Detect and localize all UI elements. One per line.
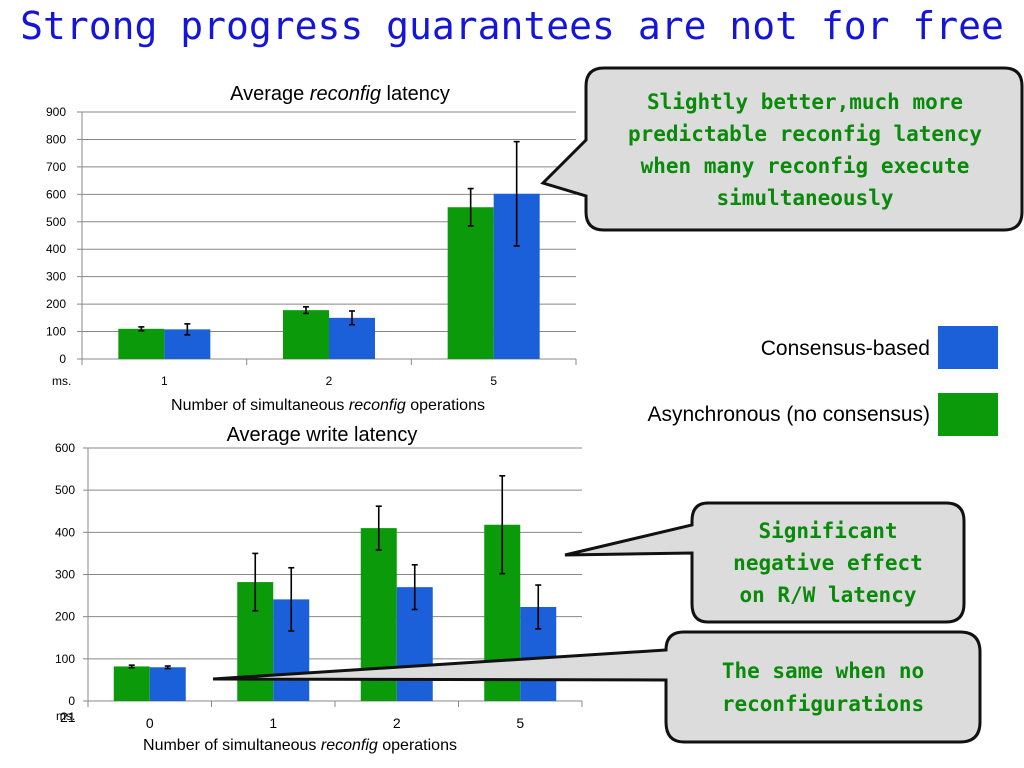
y-axis-label: ms. xyxy=(56,709,75,723)
x-tick-label: 2 xyxy=(326,374,333,388)
y-tick-label: 800 xyxy=(46,132,66,146)
y-tick-label: 100 xyxy=(46,325,66,339)
legend-label: Asynchronous (no consensus) xyxy=(648,403,931,426)
callout-line: Slightly better,much more xyxy=(647,90,963,114)
bar xyxy=(283,310,329,359)
y-tick-label: 200 xyxy=(55,610,75,624)
bars xyxy=(118,140,540,359)
y-tick-labels: 0 100 200 300 400 500 600 700 800 900 xyxy=(46,105,66,366)
y-tick-label: 500 xyxy=(46,215,66,229)
slide-title: Strong progress guarantees are not for f… xyxy=(20,4,1004,48)
y-tick-label: 700 xyxy=(46,160,66,174)
callout-line: negative effect xyxy=(733,551,923,575)
callout-line: reconfigurations xyxy=(722,692,924,716)
y-tick-label: 500 xyxy=(55,483,75,497)
callout-text: Significant negative effect on R/W latency xyxy=(733,519,923,607)
y-tick-label: 900 xyxy=(46,105,66,119)
callout-reconfig: Slightly better,much more predictable rec… xyxy=(540,66,1024,232)
x-tick-label: 5 xyxy=(490,374,497,388)
x-tick-label: 2 xyxy=(393,715,401,731)
y-tick-labels: 0 100 200 300 400 500 600 xyxy=(55,441,75,708)
page-number: 21 xyxy=(60,709,76,725)
y-axis-label: ms. xyxy=(52,374,71,388)
callout-rw-latency: Significant negative effect on R/W latency xyxy=(564,501,966,624)
legend: Consensus-based Asynchronous (no consensu… xyxy=(648,326,998,436)
y-tick-label: 600 xyxy=(46,187,66,201)
bar xyxy=(149,667,186,701)
legend-swatch xyxy=(938,393,998,436)
x-tick-labels: 1 2 5 xyxy=(161,374,497,388)
reconfig-latency-chart: Average reconfig latency 010020030040050… xyxy=(46,83,577,414)
legend-label: Consensus-based xyxy=(761,337,930,360)
callout-line: when many reconfig execute xyxy=(641,154,970,178)
bar xyxy=(447,207,494,359)
callout-text: Slightly better,much more predictable rec… xyxy=(628,90,982,210)
callout-line: on R/W latency xyxy=(739,583,916,607)
write-latency-chart: Average write latency 0 100 200 300 400 500 60… xyxy=(55,424,583,754)
y-tick-label: 300 xyxy=(55,568,75,582)
x-tick-label: 5 xyxy=(516,715,524,731)
callout-shape xyxy=(212,630,982,744)
bar xyxy=(118,328,165,359)
y-tick-label: 400 xyxy=(46,242,66,256)
x-tick-label: 1 xyxy=(161,374,168,388)
callout-line: The same when no xyxy=(722,659,924,683)
y-tick-label: 300 xyxy=(46,270,66,284)
x-axis-label: Number of simultaneous reconfig operatio… xyxy=(171,397,485,414)
callout-shape xyxy=(540,66,1024,232)
callout-line: Significant xyxy=(758,519,897,543)
callout-line: simultaneously xyxy=(716,186,893,210)
callout-line: predictable reconfig latency xyxy=(628,122,982,146)
callout-no-reconfig: The same when no reconfigurations xyxy=(212,630,982,744)
y-tick-label: 400 xyxy=(55,525,75,539)
x-axis-label: Number of simultaneous reconfig operatio… xyxy=(143,737,457,754)
x-tick-label: 1 xyxy=(269,715,277,731)
x-tick-labels: 0 1 2 5 xyxy=(146,715,525,731)
y-tick-label: 100 xyxy=(55,652,75,666)
y-tick-label: 0 xyxy=(59,352,66,366)
y-tick-label: 600 xyxy=(55,441,75,455)
callout-shape xyxy=(564,501,966,624)
x-tick-label: 0 xyxy=(146,715,154,731)
callout-text: The same when no reconfigurations xyxy=(722,659,924,716)
chart-title: Average write latency xyxy=(227,424,418,446)
bar xyxy=(113,666,150,701)
y-tick-label: 0 xyxy=(68,694,75,708)
y-tick-label: 200 xyxy=(46,297,66,311)
chart-title: Average reconfig latency xyxy=(230,83,450,105)
legend-swatch xyxy=(938,326,998,369)
